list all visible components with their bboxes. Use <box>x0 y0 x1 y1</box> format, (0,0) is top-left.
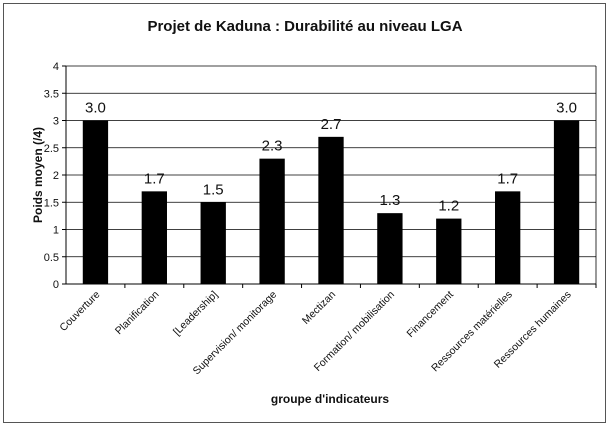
bar <box>553 120 580 284</box>
bar <box>259 158 285 284</box>
data-label: 1.7 <box>497 170 518 187</box>
bar <box>318 136 344 284</box>
category-label: [Leadership] <box>171 289 220 338</box>
y-tick-label: 2.5 <box>44 143 59 155</box>
y-tick-label: 0.5 <box>44 252 59 264</box>
bar <box>141 191 167 284</box>
tick-labels: 0 0.5 1 1.5 2 2.5 3 3.5 4 Couverture Planification… <box>44 61 574 377</box>
data-label: 3.0 <box>556 100 577 117</box>
bar <box>200 202 226 284</box>
chart-title: Projet de Kaduna : Durabilité au niveau … <box>147 18 462 35</box>
y-tick-label: 1.5 <box>44 197 59 209</box>
y-tick-label: 4 <box>53 61 59 73</box>
category-label: Mectizan <box>300 289 338 327</box>
data-label: 3.0 <box>85 100 106 117</box>
y-axis-title: Poids moyen (/4) <box>31 127 45 223</box>
x-axis-title: groupe d'indicateurs <box>271 392 390 406</box>
bar <box>495 191 521 284</box>
category-label: Couverture <box>57 289 102 334</box>
data-label: 2.7 <box>321 116 342 133</box>
y-tick-label: 1 <box>53 225 59 237</box>
y-tick-label: 2 <box>53 170 59 182</box>
y-tick-label: 3.5 <box>44 88 59 100</box>
data-labels: 3.0 1.7 1.5 2.3 2.7 1.3 1.2 1.7 3.0 <box>85 100 577 215</box>
data-label: 2.3 <box>262 138 283 155</box>
data-label: 1.3 <box>379 192 400 209</box>
bar <box>377 213 403 284</box>
bar <box>436 218 462 284</box>
data-label: 1.5 <box>203 181 224 198</box>
category-label: Planification <box>113 289 162 338</box>
y-tick-label: 0 <box>53 279 59 291</box>
bars <box>82 120 580 284</box>
category-label: Financement <box>404 289 455 340</box>
data-label: 1.7 <box>144 170 165 187</box>
bar <box>82 120 109 284</box>
y-tick-label: 3 <box>53 116 59 128</box>
data-label: 1.2 <box>438 198 459 215</box>
